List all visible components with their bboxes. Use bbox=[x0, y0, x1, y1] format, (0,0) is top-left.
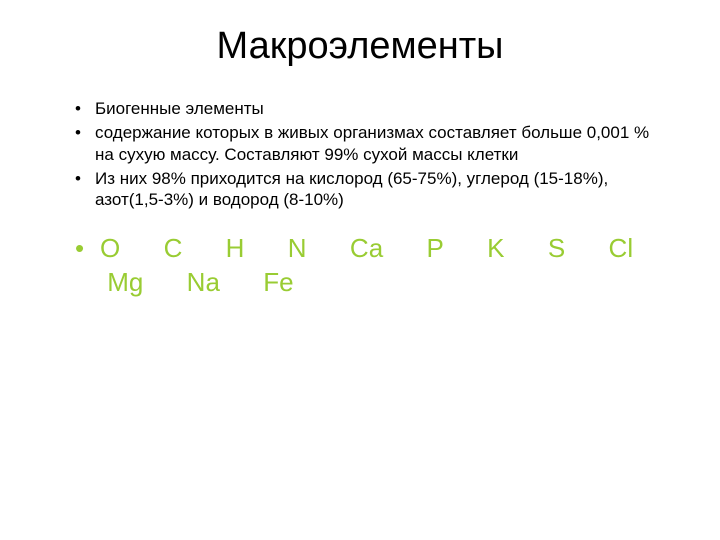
elements-line-1: O C H N Ca P K S Cl bbox=[100, 232, 665, 266]
elements-item: O C H N Ca P K S Cl Mg Na Fe bbox=[75, 232, 665, 300]
bullet-item-2: содержание которых в живых организмах со… bbox=[75, 122, 665, 165]
bullet-item-1: Биогенные элементы bbox=[75, 98, 665, 119]
elements-line-2: Mg Na Fe bbox=[100, 266, 665, 300]
small-bullet-list: Биогенные элементы содержание которых в … bbox=[75, 98, 665, 210]
elements-bullet-list: O C H N Ca P K S Cl Mg Na Fe bbox=[75, 232, 665, 300]
bullet-item-3: Из них 98% приходится на кислород (65-75… bbox=[75, 168, 665, 211]
slide-container: Макроэлементы Биогенные элементы содержа… bbox=[0, 0, 720, 540]
slide-title: Макроэлементы bbox=[55, 25, 665, 68]
